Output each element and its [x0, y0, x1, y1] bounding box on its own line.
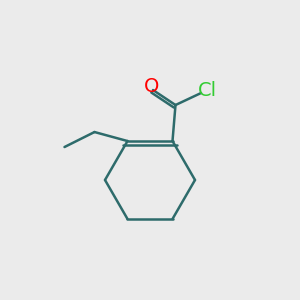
Text: O: O: [144, 77, 159, 96]
Text: Cl: Cl: [197, 80, 217, 100]
